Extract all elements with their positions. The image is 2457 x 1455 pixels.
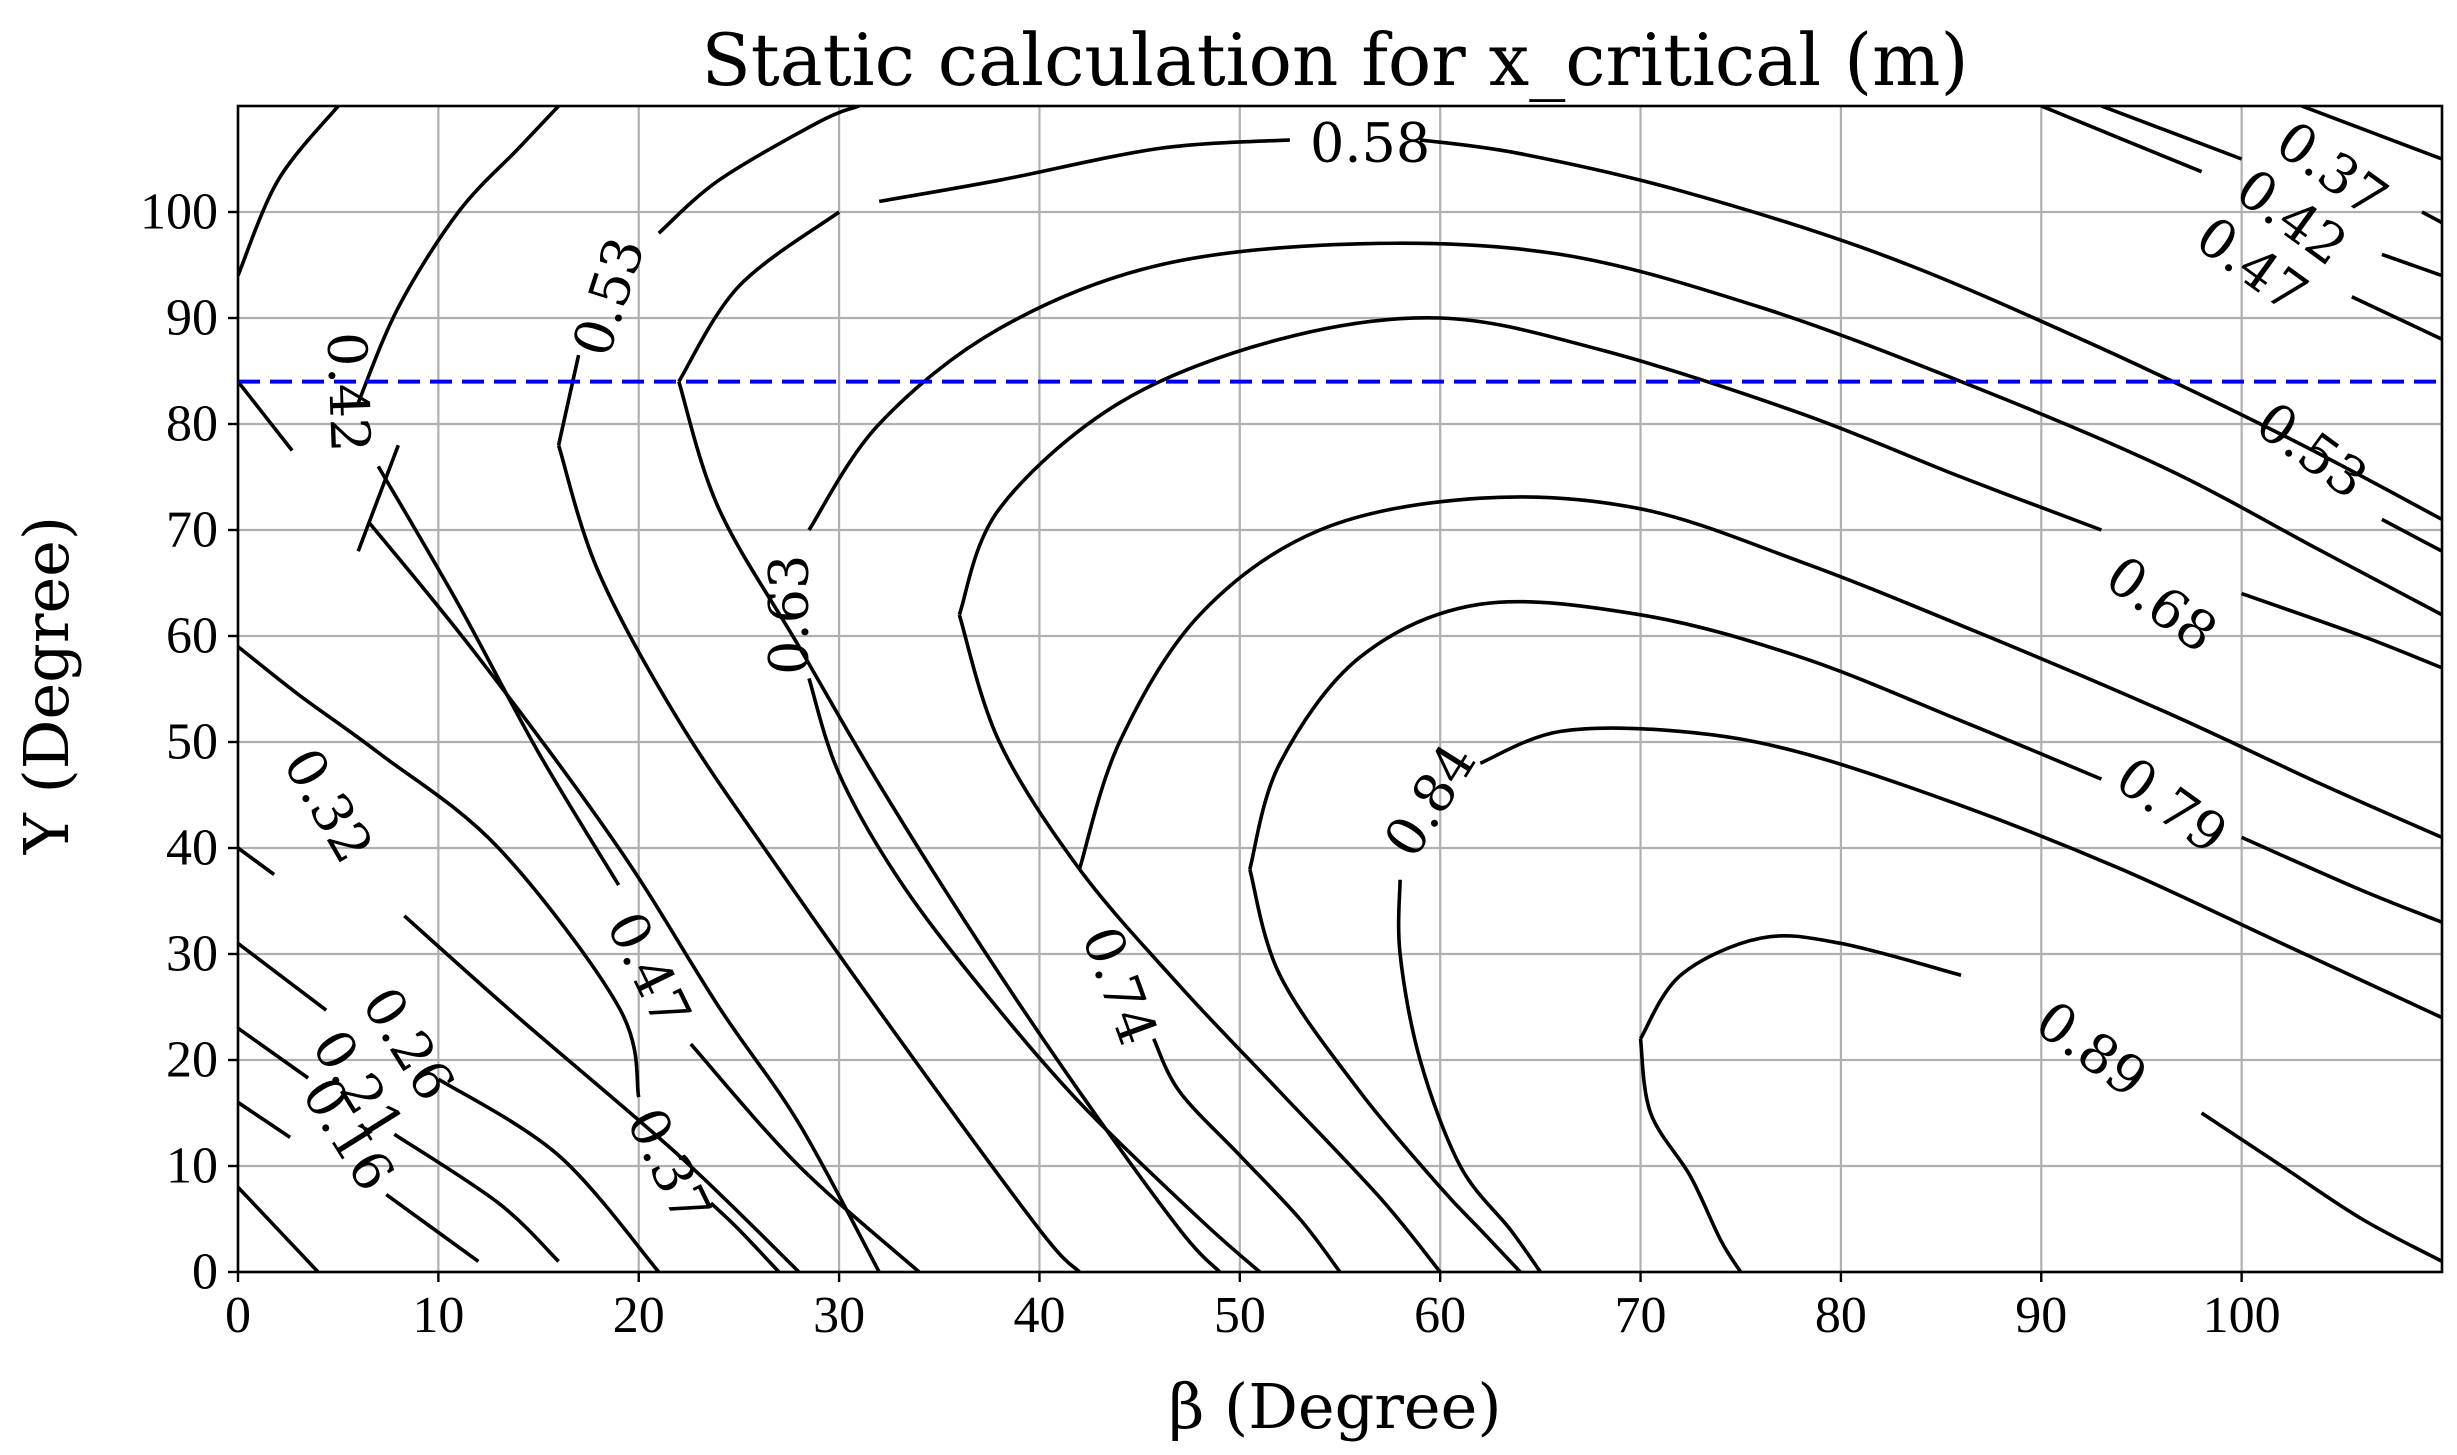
x-tick-label: 90 (2015, 1287, 2067, 1344)
contour-line-0_58 (1419, 138, 2442, 521)
contour-line-0_53 (556, 444, 1081, 1272)
contour-line-0_58 (677, 210, 841, 383)
contour-line-0_79 (2240, 835, 2442, 924)
contour-line-0_16 (238, 1185, 320, 1272)
contour-line-0_37 (238, 645, 641, 1098)
y-tick-label: 30 (166, 926, 218, 983)
contour-line-0_53 (2381, 517, 2442, 553)
contour-line-0_63 (807, 241, 2442, 617)
contour-line-0_47 (2351, 295, 2442, 341)
contour-label: 0.68 (2094, 543, 2228, 665)
contour-lines (238, 106, 2442, 1272)
contour-line-0_79 (1248, 868, 1522, 1272)
contour-label: 0.63 (758, 555, 821, 675)
x-tick-label: 70 (1615, 1287, 1667, 1344)
contour-line-0_42 (2040, 106, 2203, 174)
contour-line-0_53 (556, 354, 581, 446)
contour-line-0_37 (709, 1201, 781, 1272)
x-tick-label: 40 (1013, 1287, 1065, 1344)
contour-line-0_32 (403, 914, 801, 1272)
contour-line-0_74 (1152, 1038, 1342, 1272)
contour-line-0_26 (437, 1077, 661, 1272)
contour-line-0_58 (878, 138, 1291, 204)
contour-label: 0.42 (315, 331, 382, 453)
axis-ticks: 0 10 20 30 40 50 60 70 80 90 100 0 10 20 30 40 50 60 70 80 9… (140, 184, 2281, 1345)
x-tick-label: 0 (225, 1287, 251, 1344)
chart-title: Static calculation for x_critical (m) (701, 18, 1968, 102)
contour-line-0_84 (1479, 726, 2442, 1020)
y-tick-label: 60 (166, 608, 218, 665)
contour-line-0_58 (677, 381, 1222, 1272)
contour-label: 0.53 (560, 230, 657, 364)
contour-line-0_32 (238, 846, 276, 876)
contour-line-0_68 (2241, 591, 2442, 670)
contour-label: 0.53 (2245, 390, 2379, 512)
contour-line-0_26 (238, 941, 328, 1012)
contour-line-0_47 (376, 465, 621, 887)
y-axis-label: Υ (Degree) (10, 516, 83, 855)
x-tick-label: 80 (1815, 1287, 1867, 1344)
contour-line-0_37 (2421, 210, 2442, 225)
contour-label: 0.89 (2024, 989, 2158, 1111)
y-tick-label: 0 (192, 1244, 218, 1301)
y-tick-label: 90 (166, 290, 218, 347)
y-tick-label: 20 (166, 1032, 218, 1089)
contour-label: 0.58 (1310, 112, 1430, 175)
contour-line-0_63 (807, 677, 1262, 1272)
contour-line-0_42 (366, 520, 881, 1272)
x-tick-label: 20 (613, 1287, 665, 1344)
contour-line-0_32 (2301, 106, 2442, 161)
contour-line-0_21 (393, 1132, 560, 1263)
contour-line-0_21 (238, 1026, 310, 1080)
x-tick-label: 10 (412, 1287, 464, 1344)
contour-line-0_47 (356, 444, 400, 552)
contour-label: 0.74 (1069, 919, 1169, 1054)
x-axis-label: β (Degree) (1168, 1370, 1501, 1443)
y-tick-label: 100 (140, 184, 218, 241)
contour-line-0_68 (957, 315, 2103, 616)
x-tick-label: 100 (2203, 1287, 2281, 1344)
contour-line-0_47 (356, 106, 560, 404)
contour-line-0_89 (2200, 1111, 2442, 1263)
y-tick-label: 10 (166, 1138, 218, 1195)
y-tick-label: 50 (166, 714, 218, 771)
contour-line-0_47 (689, 1042, 921, 1272)
contour-line-0_68 (957, 614, 1442, 1272)
contour-line-0_16 (385, 1193, 480, 1263)
contour-line-0_79 (1248, 599, 2103, 870)
contour-line-0_42 (238, 106, 340, 277)
y-tick-label: 40 (166, 820, 218, 877)
contour-line-0_53 (657, 106, 860, 235)
contour-line-0_42 (2381, 252, 2442, 278)
contour-line-0_37 (2100, 106, 2243, 161)
contour-label: 0.47 (594, 902, 703, 1038)
contour-line-0_89 (1638, 1038, 1743, 1272)
contour-line-0_84 (1396, 879, 1542, 1272)
contour-line-0_89 (1638, 933, 1962, 1040)
contour-label: 0.32 (271, 738, 386, 874)
y-tick-label: 70 (166, 502, 218, 559)
contour-line-0_16 (238, 1100, 292, 1139)
x-tick-label: 30 (813, 1287, 865, 1344)
contour-labels: 0.580.530.420.630.370.420.470.530.680.79… (271, 109, 2399, 1234)
contour-line-0_42 (238, 380, 294, 452)
plot-frame (236, 104, 2444, 1274)
y-tick-label: 80 (166, 396, 218, 453)
x-tick-label: 60 (1414, 1287, 1466, 1344)
x-tick-label: 50 (1214, 1287, 1266, 1344)
contour-line-0_74 (1077, 495, 2442, 870)
